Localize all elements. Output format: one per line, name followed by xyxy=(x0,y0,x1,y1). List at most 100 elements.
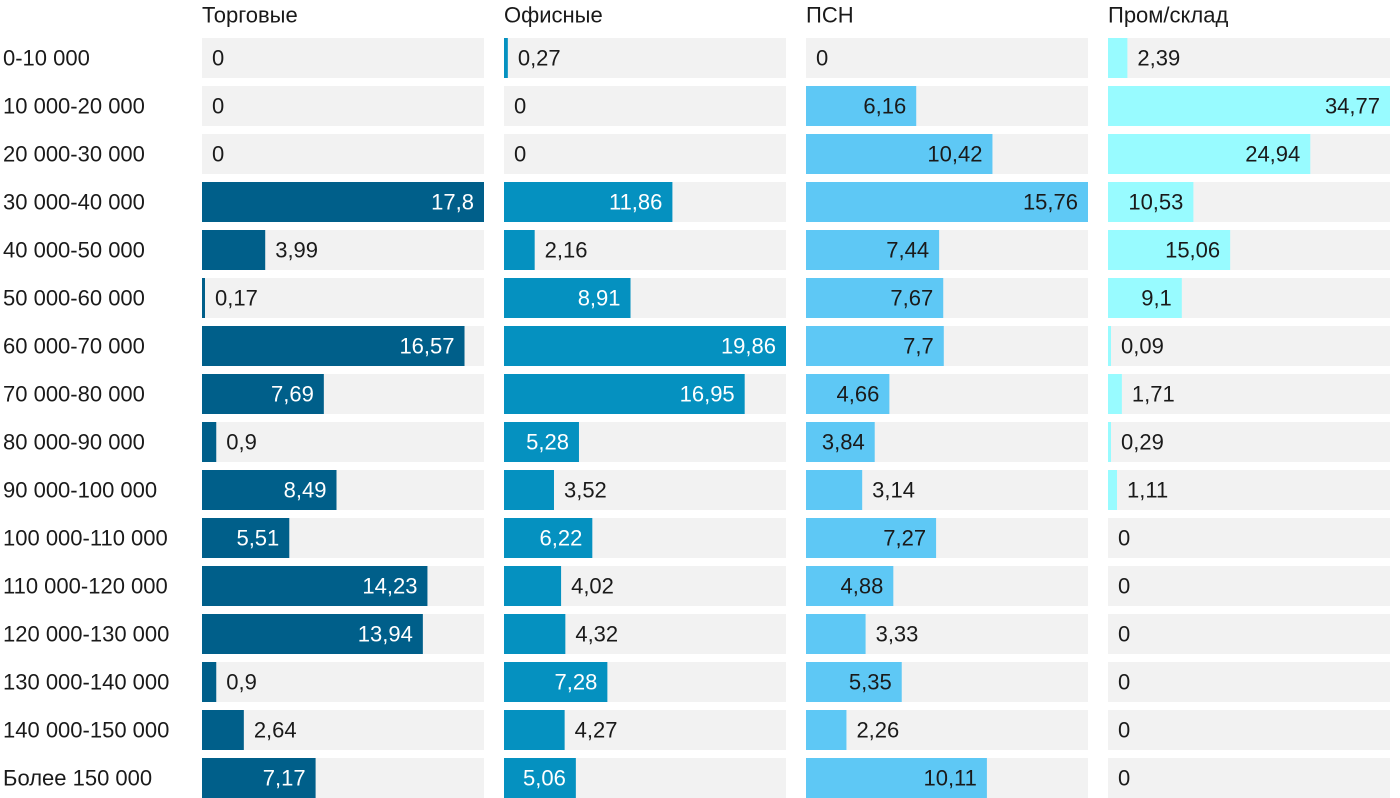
row-label: 130 000-140 000 xyxy=(3,670,169,695)
bar-value-label: 10,53 xyxy=(1128,190,1183,215)
bar-track xyxy=(202,134,484,174)
bar-value-label: 0 xyxy=(212,142,224,167)
bar xyxy=(806,374,890,414)
bar xyxy=(202,326,465,366)
bar-value-label: 0 xyxy=(212,94,224,119)
bar-value-label: 8,49 xyxy=(284,478,327,503)
bar xyxy=(504,182,673,222)
bar xyxy=(806,710,847,750)
bar xyxy=(1108,182,1194,222)
bar-value-label: 10,11 xyxy=(923,766,976,791)
bar-value-label: 0,09 xyxy=(1121,334,1164,359)
bar xyxy=(1108,374,1122,414)
bar xyxy=(504,230,535,270)
bar-value-label: 5,06 xyxy=(523,766,566,791)
bar-value-label: 0 xyxy=(212,46,224,71)
bar xyxy=(202,230,266,270)
bar xyxy=(1108,134,1311,174)
bar xyxy=(504,470,554,510)
bar xyxy=(806,614,866,654)
bar-value-label: 2,64 xyxy=(254,718,297,743)
panel-title: Офисные xyxy=(504,3,603,28)
bar-value-label: 0 xyxy=(1118,526,1130,551)
bar xyxy=(202,710,244,750)
bar-value-label: 3,14 xyxy=(872,478,915,503)
bar-value-label: 0,17 xyxy=(215,286,258,311)
panel-title: Пром/склад xyxy=(1108,3,1228,28)
bar-value-label: 0 xyxy=(514,142,526,167)
bar xyxy=(504,614,566,654)
row-label: 0-10 000 xyxy=(3,46,90,71)
bar-track xyxy=(202,422,484,462)
bar-track xyxy=(1108,374,1390,414)
row-label: Более 150 000 xyxy=(3,766,152,791)
bar-value-label: 17,8 xyxy=(431,190,474,215)
bar xyxy=(202,662,217,702)
bar-track xyxy=(202,278,484,318)
bar-value-label: 4,88 xyxy=(840,574,883,599)
bar xyxy=(504,566,562,606)
bar-track xyxy=(202,38,484,78)
row-label: 90 000-100 000 xyxy=(3,478,157,503)
row-label: 20 000-30 000 xyxy=(3,142,145,167)
bar-value-label: 0,29 xyxy=(1121,430,1164,455)
bar-value-label: 0,9 xyxy=(226,670,257,695)
row-label: 70 000-80 000 xyxy=(3,382,145,407)
bar xyxy=(1108,86,1390,126)
bar-value-label: 3,84 xyxy=(822,430,865,455)
bar-value-label: 0 xyxy=(514,94,526,119)
bar xyxy=(1108,38,1128,78)
bar xyxy=(504,662,608,702)
bar-value-label: 8,91 xyxy=(578,286,621,311)
row-label: 80 000-90 000 xyxy=(3,430,145,455)
bar xyxy=(202,182,484,222)
bar xyxy=(806,230,940,270)
bar xyxy=(1108,278,1182,318)
row-label: 110 000-120 000 xyxy=(3,574,168,599)
bar-track xyxy=(1108,422,1390,462)
row-label: 50 000-60 000 xyxy=(3,286,145,311)
bar-value-label: 19,86 xyxy=(721,334,776,359)
bar-value-label: 1,71 xyxy=(1132,382,1175,407)
bar-track xyxy=(1108,326,1390,366)
bar-value-label: 11,86 xyxy=(609,190,662,215)
bar-value-label: 0 xyxy=(1118,766,1130,791)
panel-title: ПСН xyxy=(806,3,854,28)
bar xyxy=(504,374,745,414)
bar xyxy=(806,422,875,462)
bar xyxy=(806,326,944,366)
bar xyxy=(806,470,863,510)
bar-track xyxy=(806,710,1088,750)
bar-value-label: 4,66 xyxy=(837,382,880,407)
bar-track xyxy=(1108,614,1390,654)
bar xyxy=(806,662,902,702)
bar-value-label: 7,27 xyxy=(883,526,926,551)
bar xyxy=(202,614,423,654)
bar-value-label: 10,42 xyxy=(927,142,982,167)
bar xyxy=(806,86,917,126)
bar xyxy=(202,758,316,798)
bar-track xyxy=(202,86,484,126)
bar-track xyxy=(1108,566,1390,606)
bar xyxy=(806,182,1088,222)
bar-track xyxy=(504,230,786,270)
bar xyxy=(1108,326,1111,366)
bar-value-label: 16,57 xyxy=(399,334,454,359)
bar-value-label: 5,51 xyxy=(236,526,279,551)
bar-value-label: 0,9 xyxy=(226,430,257,455)
row-label: 10 000-20 000 xyxy=(3,94,145,119)
bar-track xyxy=(202,710,484,750)
bar-value-label: 4,02 xyxy=(571,574,614,599)
bar xyxy=(806,134,993,174)
bar-value-label: 0 xyxy=(1118,670,1130,695)
bar-value-label: 34,77 xyxy=(1325,94,1380,119)
bar-value-label: 14,23 xyxy=(362,574,417,599)
bar xyxy=(806,566,894,606)
bar-track xyxy=(806,38,1088,78)
bar xyxy=(504,422,579,462)
bar xyxy=(202,566,428,606)
bar-value-label: 7,17 xyxy=(263,766,306,791)
bar-value-label: 2,16 xyxy=(545,238,588,263)
bar-track xyxy=(202,662,484,702)
bar-value-label: 0 xyxy=(1118,718,1130,743)
